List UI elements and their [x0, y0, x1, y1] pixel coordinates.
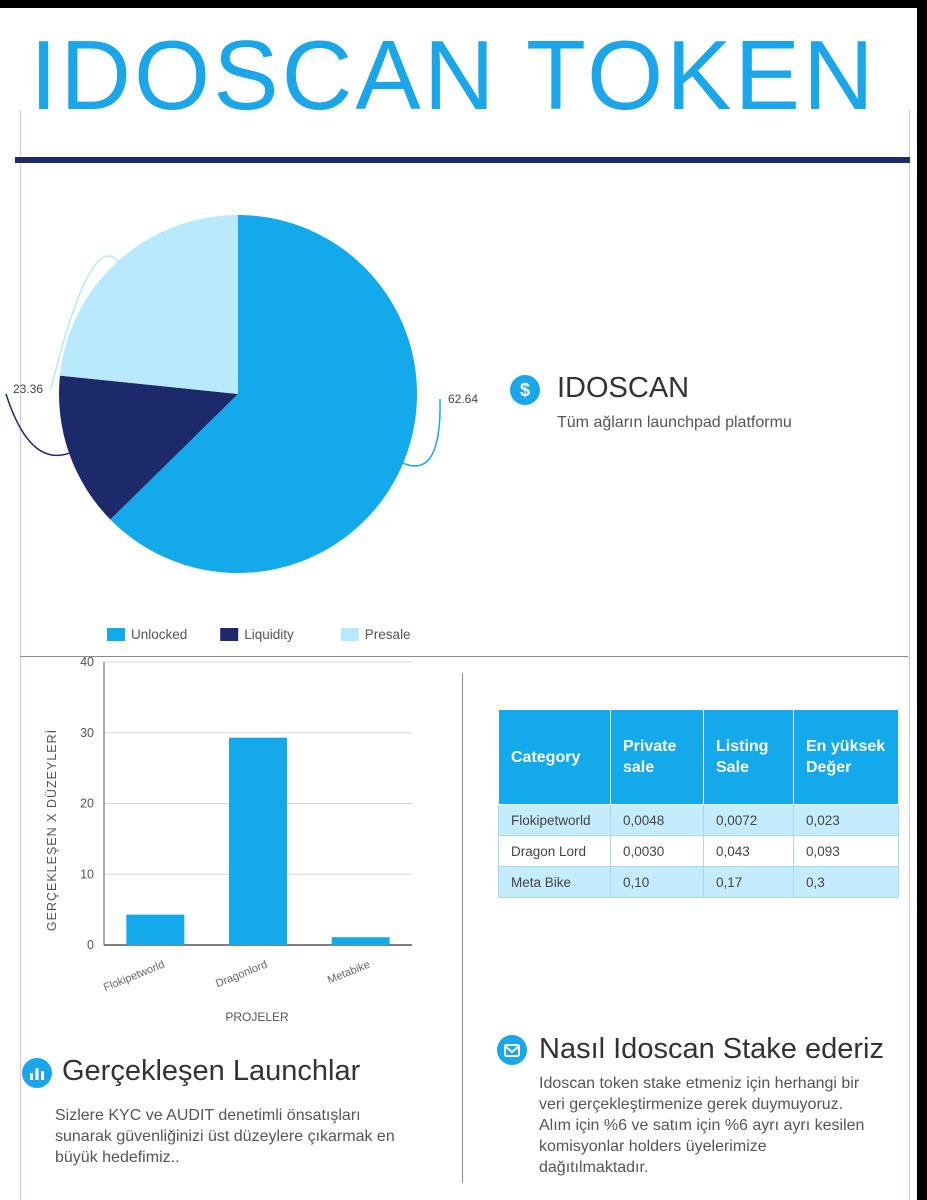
top-border [0, 0, 927, 8]
bar-dragonlord [229, 737, 287, 945]
x-axis-label: PROJELER [225, 1010, 289, 1024]
pie-slice-unlocked [110, 215, 418, 573]
legend-label-presale: Presale [365, 627, 411, 642]
legend-swatch-unlocked [107, 628, 125, 641]
table-header-category: Category [498, 709, 611, 805]
pie-leader-line [5, 393, 70, 457]
table-row: Meta Bike 0,10 0,17 0,3 [498, 866, 899, 898]
table-cell: Dragon Lord [498, 835, 611, 867]
launches-text: Sizlere KYC ve AUDIT denetimli önsatışla… [55, 1107, 395, 1166]
stake-text: Idoscan token stake etmeniz için herhang… [539, 1075, 865, 1176]
table-header-private-sale: Private sale [610, 709, 704, 805]
page-title: IDOSCAN TOKEN [30, 20, 877, 130]
price-table: Category Private sale Listing Sale En yü… [498, 709, 899, 898]
pie-data-label: 62.64 [448, 392, 478, 406]
table-cell: 0,043 [703, 835, 794, 867]
y-tick-label: 0 [87, 938, 94, 952]
table-cell: 0,0072 [703, 804, 794, 836]
y-tick-label: 20 [80, 797, 94, 811]
y-axis-label: GERÇEKLEŞEN X DÜZEYLERİ [45, 729, 59, 931]
bar-chart: 0 10 20 30 40 Flokipetworld Dragonlord Metabik… [45, 655, 412, 1024]
dollar-icon: $ [510, 375, 540, 405]
launches-feature: Gerçekleşen Launchlar Sizlere KYC ve AUD… [22, 1053, 442, 1183]
table-cell: 0,10 [610, 866, 704, 898]
table-cell: 0,17 [703, 866, 794, 898]
idoscan-feature: $ IDOSCAN Tüm ağların launchpad platform… [510, 372, 890, 442]
legend-label-liquidity: Liquidity [244, 627, 294, 642]
x-tick-label: Metabike [326, 959, 372, 987]
pie-data-label: 23.36 [13, 382, 43, 396]
pie-slice-liquidity [59, 375, 238, 520]
table-row: Flokipetworld 0,0048 0,0072 0,023 [498, 804, 899, 836]
bar-chart-icon [22, 1058, 52, 1088]
pie-leader-line [402, 398, 441, 467]
legend-swatch-presale [340, 628, 359, 641]
pie-slice-presale [59, 215, 239, 394]
bar-flokipetworld [126, 914, 185, 945]
table-row: Dragon Lord 0,0030 0,043 0,093 [498, 835, 899, 867]
x-tick-label: Flokipetworld [102, 959, 167, 994]
idoscan-title: IDOSCAN [557, 372, 690, 404]
table-header-row: Category Private sale Listing Sale En yü… [498, 709, 899, 805]
envelope-icon [497, 1035, 527, 1065]
legend-label-unlocked: Unlocked [131, 627, 187, 642]
title-divider [15, 157, 910, 163]
y-tick-label: 30 [80, 726, 94, 740]
table-cell: 0,0030 [610, 835, 704, 867]
column-divider [462, 673, 463, 1183]
table-cell: 0,0048 [610, 804, 704, 836]
table-cell: Flokipetworld [498, 804, 611, 836]
right-border [917, 0, 927, 1200]
section-divider [20, 656, 908, 657]
y-tick-label: 10 [80, 867, 94, 881]
table-header-listing-sale: Listing Sale [703, 709, 794, 805]
x-tick-label: Dragonlord [214, 959, 269, 991]
table-cell: 0,023 [793, 804, 899, 836]
left-guide-line [20, 110, 21, 1200]
launches-title: Gerçekleşen Launchlar [62, 1055, 361, 1087]
bar-metabike [331, 937, 390, 945]
table-cell: 0,093 [793, 835, 899, 867]
table-header-highest-value: En yüksek Değer [793, 709, 899, 805]
idoscan-subtitle: Tüm ağların launchpad platformu [557, 414, 792, 431]
table-cell: Meta Bike [498, 866, 611, 898]
y-tick-label: 40 [80, 655, 94, 669]
table-cell: 0,3 [793, 866, 899, 898]
stake-feature: Nasıl Idoscan Stake ederiz Idoscan token… [497, 1033, 907, 1193]
legend-swatch-liquidity [220, 628, 239, 641]
pie-leader-line [50, 255, 119, 390]
right-guide-line [909, 110, 910, 1200]
stake-title: Nasıl Idoscan Stake ederiz [539, 1033, 884, 1065]
